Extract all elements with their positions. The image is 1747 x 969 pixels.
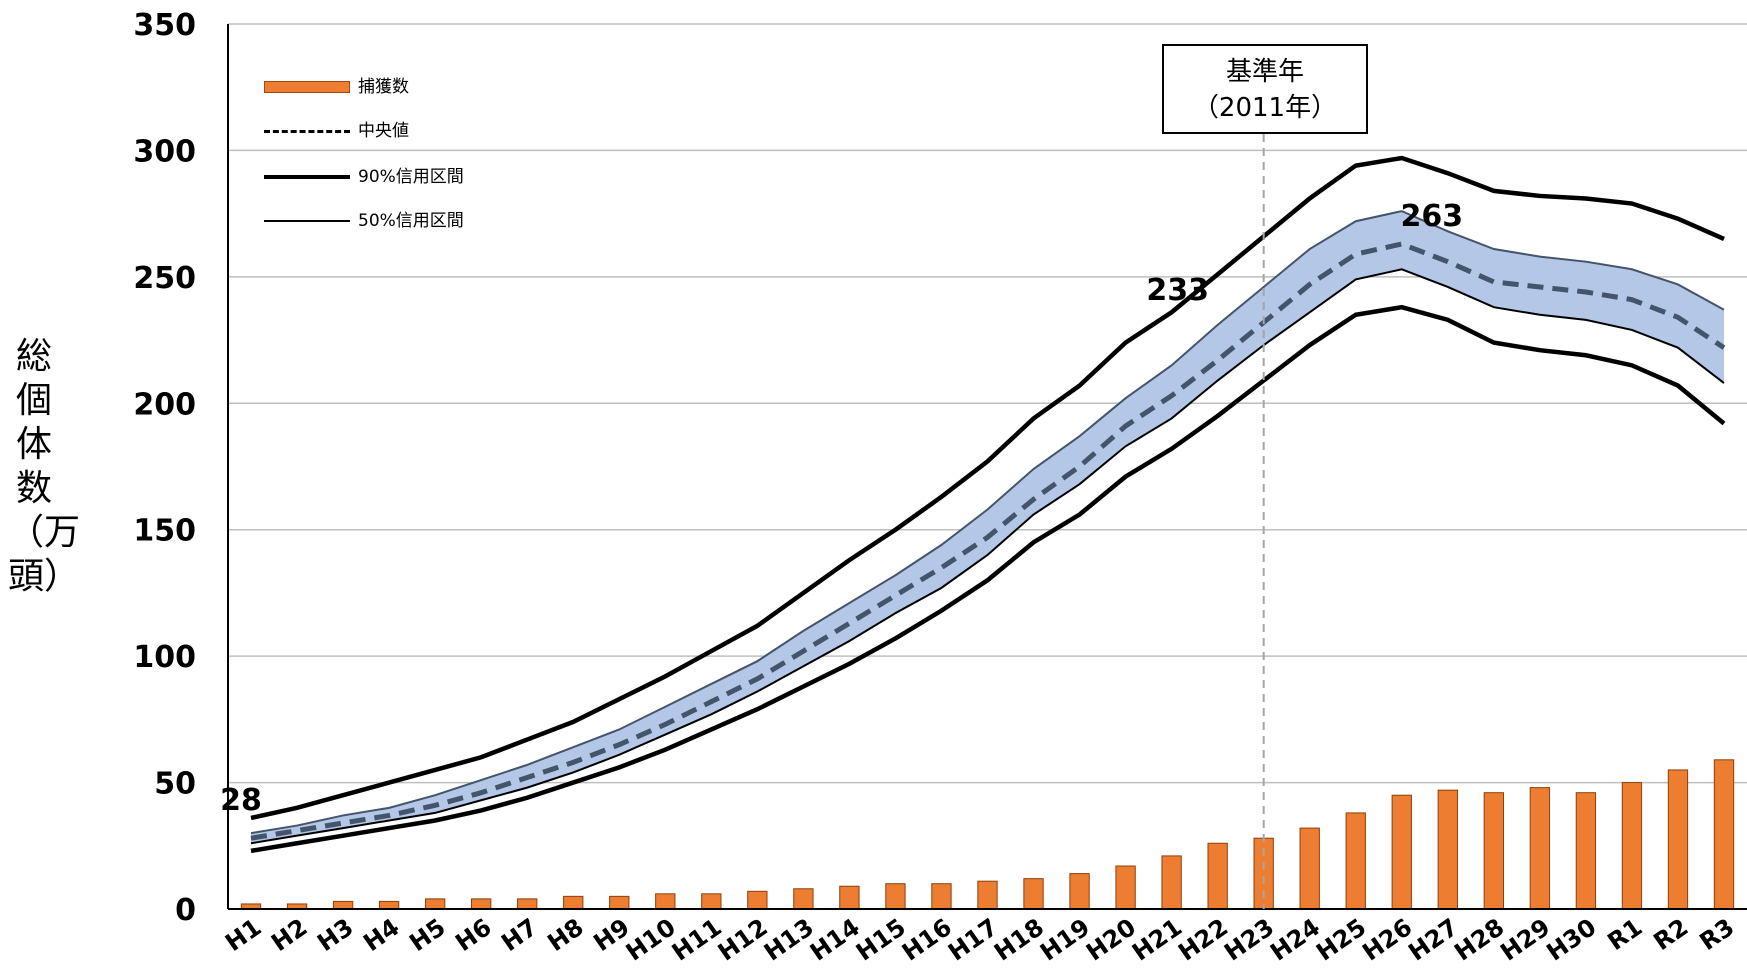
credible-bands [251, 211, 1724, 844]
bar [701, 893, 722, 910]
y-tick-label: 0 [175, 893, 196, 928]
band-90-lower-line [250, 304, 1726, 854]
y-axis-label: 総個体数（万頭） [8, 336, 81, 597]
x-tick-label: H30 [1541, 913, 1601, 967]
legend-swatch-90ci [264, 175, 350, 179]
band-90-upper-line [250, 155, 1725, 821]
band-50-fill [251, 211, 1724, 844]
bar [1713, 759, 1735, 910]
x-tick-label: H6 [450, 913, 496, 957]
x-tick-label: R1 [1602, 913, 1647, 956]
bar [793, 888, 814, 910]
y-tick-labels: 0 50 100 150 200 250 300 350 [133, 8, 196, 928]
x-tick-label: R3 [1695, 913, 1740, 956]
x-tick-label: H5 [404, 913, 450, 957]
x-tick-label: H7 [496, 913, 542, 957]
bar [1621, 782, 1643, 910]
bar [563, 895, 584, 910]
y-tick-label: 150 [133, 514, 196, 549]
y-tick-label: 100 [133, 640, 196, 675]
x-tick-label: H4 [358, 913, 404, 957]
y-tick-label: 50 [154, 767, 196, 802]
y-tick-label: 300 [133, 134, 196, 169]
x-tick-label: H2 [266, 913, 312, 957]
reference-year-subtitle: （2011年） [1192, 93, 1338, 123]
axes [227, 24, 1747, 910]
legend-label-median: 中央値 [358, 121, 409, 141]
bar [1529, 787, 1551, 910]
bar [1437, 789, 1458, 910]
median-line [250, 241, 1726, 841]
bar [1391, 794, 1412, 910]
band-50-upper-line [250, 210, 1725, 835]
bar [471, 898, 492, 910]
legend-swatch-50ci [264, 220, 350, 222]
legend-swatch-median [264, 130, 350, 133]
bar [609, 895, 630, 910]
bar [885, 883, 906, 910]
bar [424, 898, 446, 910]
bar [1161, 855, 1182, 910]
bar [1023, 878, 1044, 910]
bar [839, 885, 860, 910]
legend-label-50ci: 50%信用区間 [358, 211, 464, 231]
series-lines [250, 155, 1726, 854]
bar [931, 883, 952, 910]
capture-bars [240, 759, 1735, 910]
y-tick-label: 250 [133, 261, 196, 296]
bar [1069, 873, 1090, 910]
bar [977, 880, 998, 910]
x-tick-label: H8 [542, 913, 588, 957]
bar [1667, 769, 1689, 910]
bar [1299, 827, 1320, 910]
bar [1345, 812, 1366, 910]
legend-label-90ci: 90%信用区間 [358, 167, 464, 187]
y-tick-label: 200 [133, 387, 196, 422]
legend-label-catch: 捕獲数 [358, 77, 409, 97]
bar [378, 900, 400, 910]
legend-swatch-catch [264, 81, 350, 93]
y-tick-label: 350 [133, 8, 196, 43]
bar [332, 900, 354, 910]
bar [1575, 792, 1597, 910]
x-tick-label: H3 [312, 913, 358, 957]
reference-year-title: 基準年 [1225, 57, 1304, 87]
reference-year-box: 基準年 （2011年） [1162, 44, 1368, 134]
data-annotations: 28 233 263 [220, 199, 1463, 818]
x-tick-labels: H1 H2 H3 H4 H5 H6 H7 H8 H9H10H11H12H13H14H15H16H… [220, 913, 1739, 967]
bar [747, 890, 768, 910]
band-50-lower-line [250, 268, 1725, 845]
bar [1115, 865, 1136, 910]
bar [1483, 792, 1504, 910]
bar [655, 893, 676, 910]
data-annotation: 28 [220, 783, 262, 818]
x-tick-label: H1 [220, 913, 266, 957]
x-tick-label: R2 [1649, 913, 1694, 956]
data-annotation: 263 [1400, 199, 1463, 234]
gridlines [228, 23, 1747, 784]
bar [517, 898, 538, 910]
data-annotation: 233 [1146, 273, 1209, 308]
bar [1207, 842, 1228, 910]
